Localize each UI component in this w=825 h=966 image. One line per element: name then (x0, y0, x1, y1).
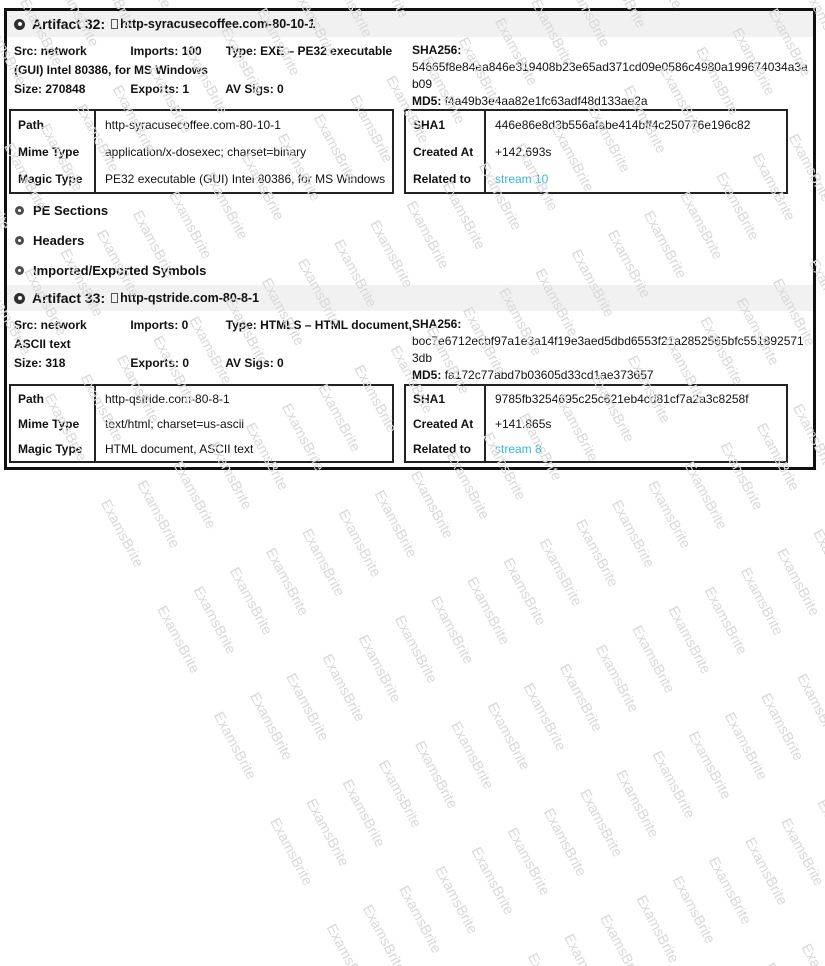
artifact-32-file-table: Path http-syracusecoffee.com-80-10-1 Mim… (9, 109, 394, 194)
mime-type-label: Mime Type (11, 411, 96, 436)
magic-type-label: Magic Type (11, 165, 96, 192)
artifact-33-header[interactable]: Artifact 33: http-qstride.com-80-8-1 (7, 285, 813, 311)
table-row: Related to stream 10 (406, 165, 786, 192)
type-field-continued: (GUI) Intel 80386, for MS Windows (14, 63, 208, 77)
expand-circle-icon[interactable] (15, 205, 24, 215)
table-row: SHA1 9785fb3254695c25c621eb4cd81cf7a2a3c… (406, 386, 786, 411)
file-placeholder-icon (111, 293, 119, 303)
artifact-33-title: Artifact 33: (32, 290, 106, 306)
artifact-33-attributes: Src: network Imports: 0 Type: HTMLS – HT… (14, 316, 412, 381)
section-label: Imported/Exported Symbols (33, 262, 207, 278)
expand-circle-icon[interactable] (15, 265, 24, 275)
magic-type-label: Magic Type (11, 436, 96, 461)
sha256-value: boc7e6712ecbf97a1e3a14f19e3aed5dbd6553f2… (412, 334, 804, 365)
file-placeholder-icon (111, 19, 119, 29)
created-at-value: +141.865s (495, 416, 552, 431)
md5-label: MD5: (412, 94, 442, 108)
src-field: Src: network (14, 318, 87, 332)
magic-type-value: PE32 executable (GUI) Intel 80386, for M… (105, 171, 386, 186)
magic-type-value: HTML document, ASCII text (105, 441, 254, 456)
path-label: Path (11, 111, 96, 138)
src-field: Src: network (14, 44, 87, 58)
artifact-33-file-table: Path http-qstride.com-80-8-1 Mime Type t… (9, 384, 394, 463)
artifact-32-hash-table: SHA1 446e86e8d3b556afabe414bff4c250776e1… (404, 109, 788, 194)
section-label: Headers (33, 232, 85, 248)
created-at-label: Created At (406, 411, 486, 436)
size-field: Size: 270848 (14, 82, 86, 96)
av-sigs-field: AV Sigs: 0 (225, 356, 284, 370)
related-stream-link[interactable]: stream 8 (495, 441, 542, 456)
related-to-label: Related to (406, 165, 486, 192)
artifact-33-hashes: SHA256: boc7e6712ecbf97a1e3a14f19e3aed5d… (412, 316, 810, 382)
md5-value: fa172c77abd7b03605d33cd1ae373657 (444, 368, 654, 382)
artifact-32-hashes: SHA256: 54665f8e84ea846e319408b23e65ad37… (412, 42, 810, 108)
exports-field: Exports: 1 (130, 82, 190, 96)
artifact-report-panel: Artifact 32: http-syracusecoffee.com-80-… (4, 8, 816, 470)
related-stream-link[interactable]: stream 10 (495, 171, 549, 186)
section-headers[interactable]: Headers (7, 225, 813, 255)
type-field: Type: HTMLS – HTML document, (225, 318, 412, 332)
artifact-33-name: http-qstride.com-80-8-1 (120, 291, 260, 305)
mime-type-value: text/html; charset=us-ascii (105, 416, 245, 431)
type-field-continued: ASCII text (14, 337, 71, 351)
md5-value: f4a49b3e4aa82e1fc63adf48d133ae2a (444, 94, 648, 108)
collapse-toggle-icon[interactable] (14, 18, 25, 30)
sha1-value: 9785fb3254695c25c621eb4cd81cf7a2a3c8258f (495, 391, 749, 406)
artifact-33-hash-table: SHA1 9785fb3254695c25c621eb4cd81cf7a2a3c… (404, 384, 788, 463)
table-row: Magic Type PE32 executable (GUI) Intel 8… (11, 165, 392, 192)
path-value: http-syracusecoffee.com-80-10-1 (105, 117, 281, 132)
created-at-value: +142.693s (495, 144, 552, 159)
artifact-32-title: Artifact 32: (32, 16, 106, 32)
artifact-32-summary: Src: network Imports: 100 Type: EXE – PE… (7, 37, 813, 108)
table-row: Magic Type HTML document, ASCII text (11, 436, 392, 461)
mime-type-value: application/x-dosexec; charset=binary (105, 144, 307, 159)
table-row: Related to stream 8 (406, 436, 786, 461)
created-at-label: Created At (406, 138, 486, 165)
artifact-32-header[interactable]: Artifact 32: http-syracusecoffee.com-80-… (7, 11, 813, 37)
sha1-label: SHA1 (406, 111, 486, 138)
table-row: Path http-syracusecoffee.com-80-10-1 (11, 111, 392, 138)
sha1-label: SHA1 (406, 386, 486, 411)
path-value: http-qstride.com-80-8-1 (105, 391, 230, 406)
expand-circle-icon[interactable] (15, 235, 24, 245)
sha256-label: SHA256: (412, 317, 462, 331)
table-row: Mime Type text/html; charset=us-ascii (11, 411, 392, 436)
artifact-33-summary: Src: network Imports: 0 Type: HTMLS – HT… (7, 311, 813, 382)
section-imported-exported-symbols[interactable]: Imported/Exported Symbols (7, 255, 813, 285)
section-pe-sections[interactable]: PE Sections (7, 195, 813, 225)
md5-label: MD5: (412, 368, 442, 382)
imports-field: Imports: 100 (130, 44, 202, 58)
table-row: Path http-qstride.com-80-8-1 (11, 386, 392, 411)
table-row: SHA1 446e86e8d3b556afabe414bff4c250776e1… (406, 111, 786, 138)
table-row: Mime Type application/x-dosexec; charset… (11, 138, 392, 165)
type-field: Type: EXE – PE32 executable (225, 44, 393, 58)
exports-field: Exports: 0 (130, 356, 190, 370)
mime-type-label: Mime Type (11, 138, 96, 165)
related-to-label: Related to (406, 436, 486, 461)
section-label: PE Sections (33, 202, 109, 218)
imports-field: Imports: 0 (130, 318, 189, 332)
av-sigs-field: AV Sigs: 0 (225, 82, 284, 96)
table-row: Created At +141.865s (406, 411, 786, 436)
artifact-32-name: http-syracusecoffee.com-80-10-1 (120, 17, 316, 31)
collapse-toggle-icon[interactable] (14, 292, 25, 304)
path-label: Path (11, 386, 96, 411)
sha1-value: 446e86e8d3b556afabe414bff4c250776e196c82 (495, 117, 751, 132)
size-field: Size: 318 (14, 356, 66, 370)
table-row: Created At +142.693s (406, 138, 786, 165)
sha256-value: 54665f8e84ea846e319408b23e65ad371cd09e05… (412, 60, 808, 91)
artifact-32-attributes: Src: network Imports: 100 Type: EXE – PE… (14, 42, 406, 103)
sha256-label: SHA256: (412, 43, 462, 57)
